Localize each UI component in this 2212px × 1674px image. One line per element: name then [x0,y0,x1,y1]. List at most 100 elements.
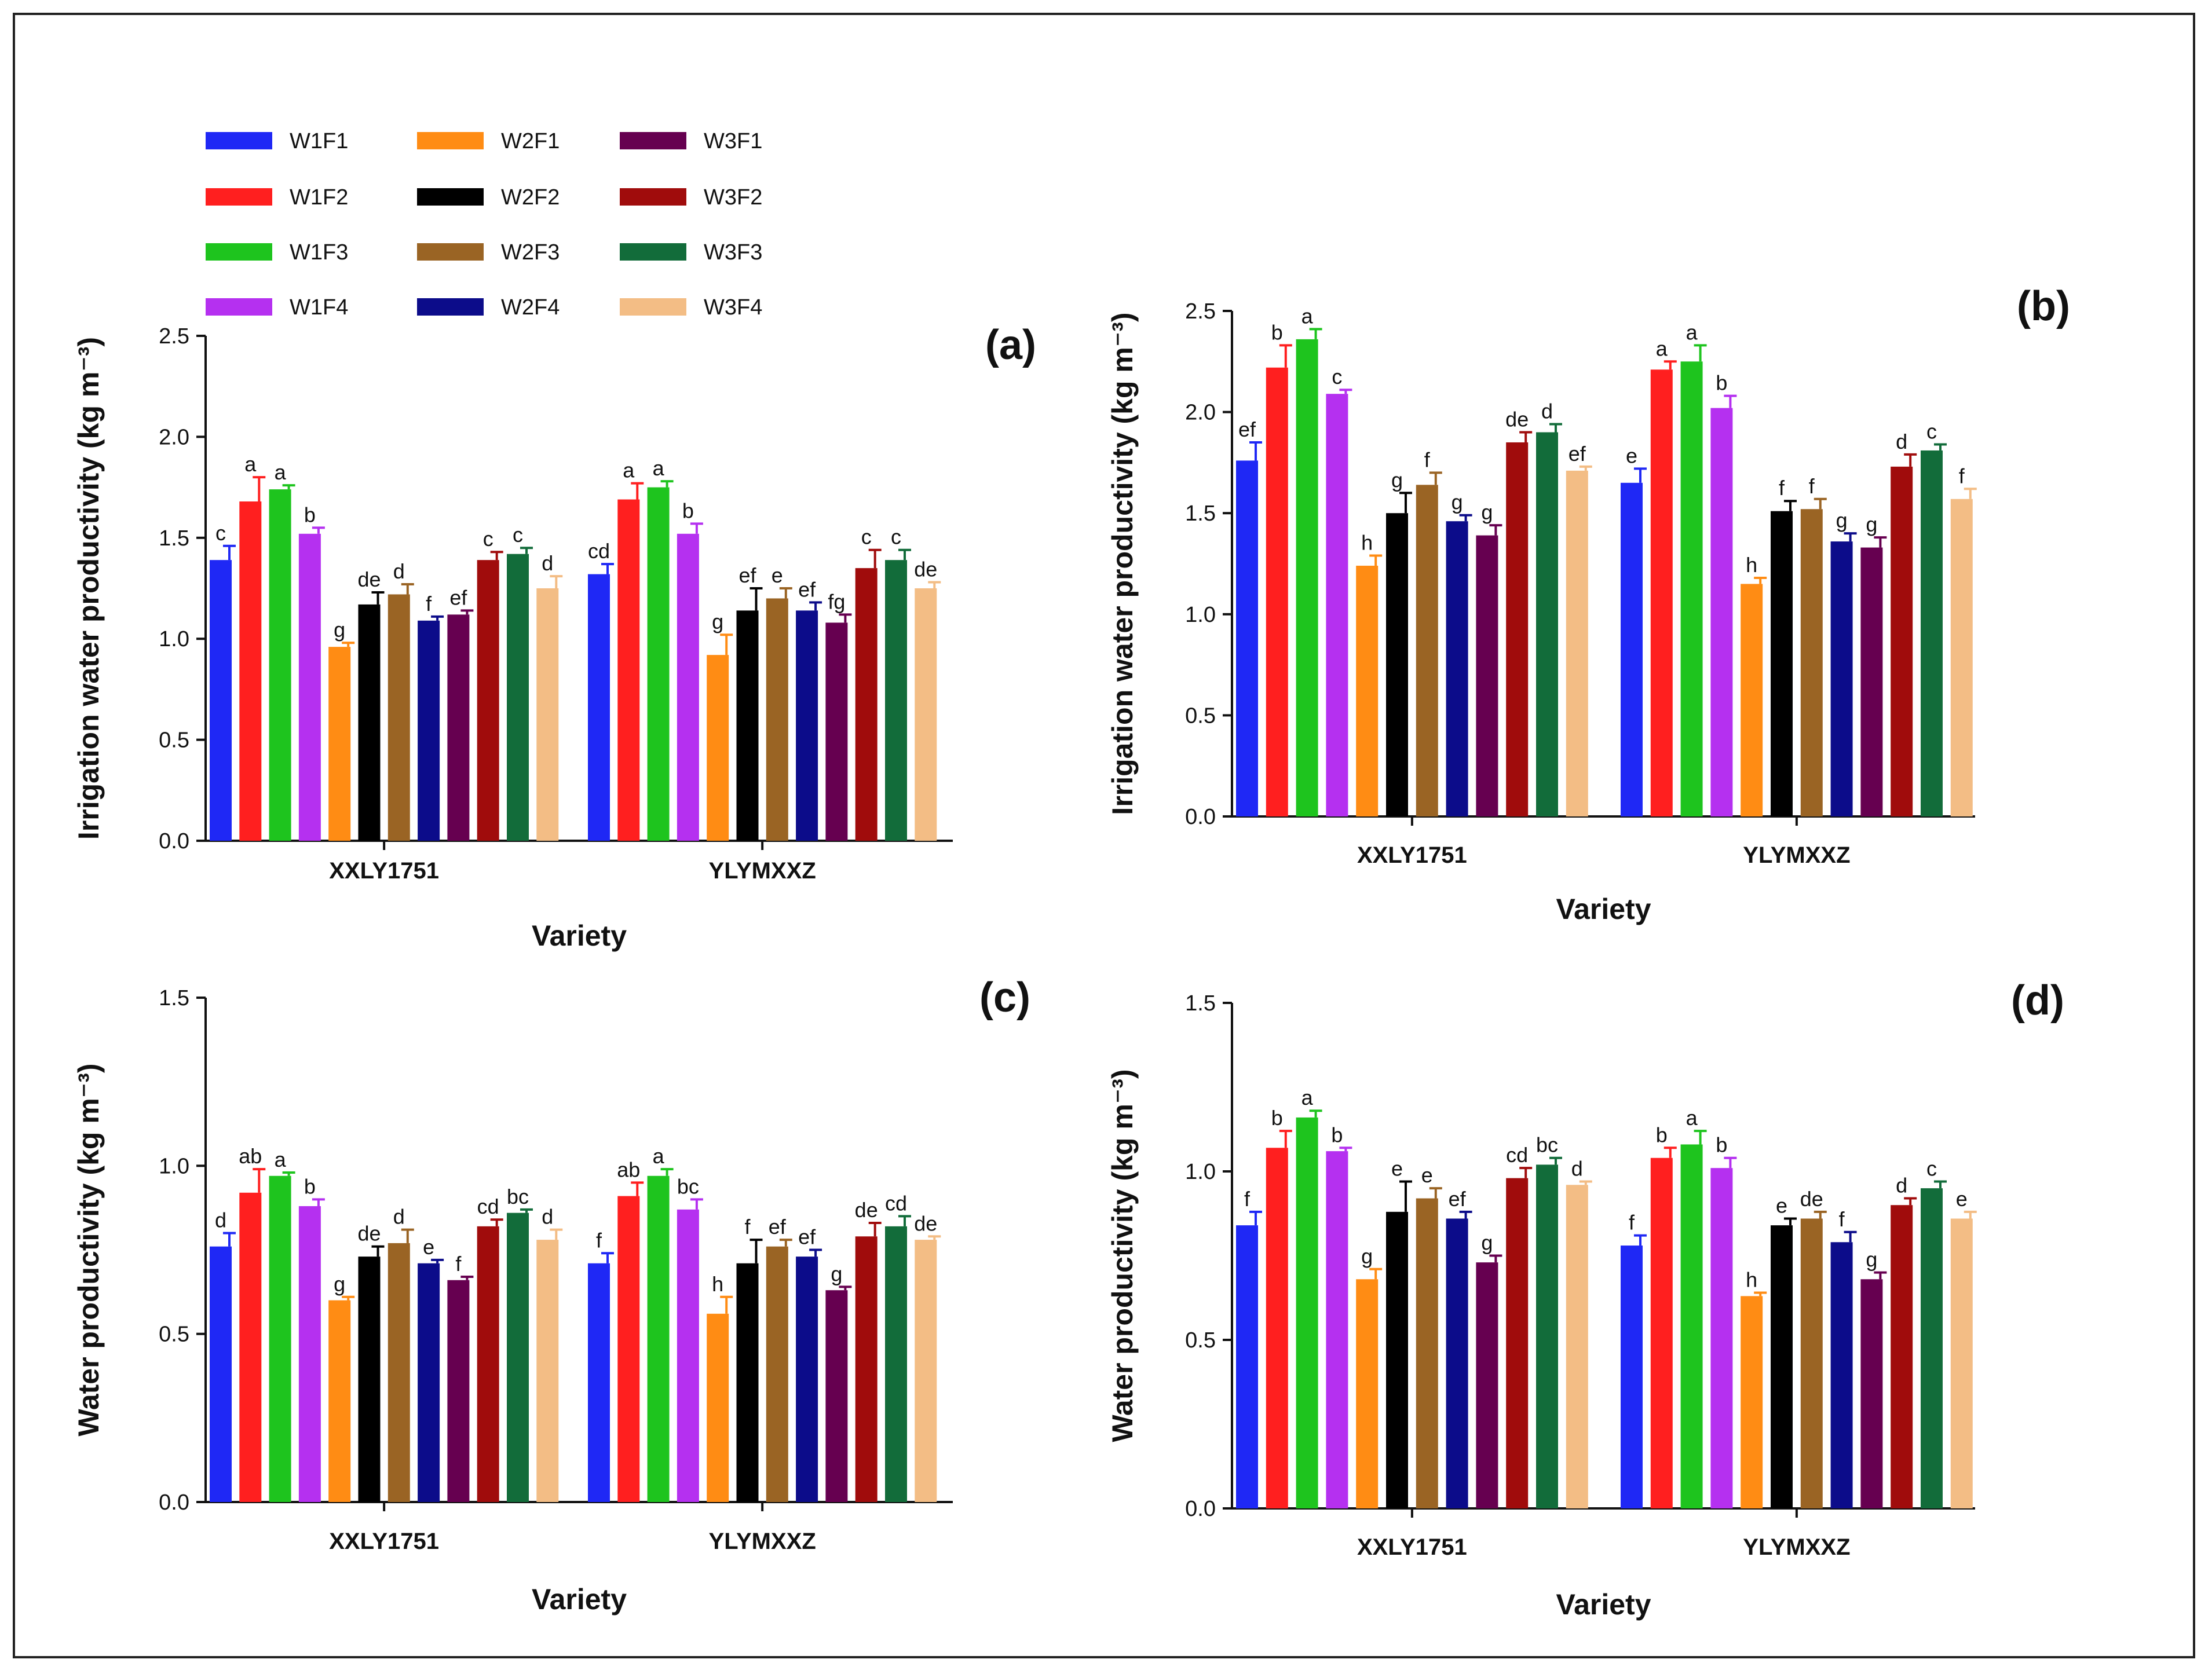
bar [507,554,529,841]
significance-letter: ef [1568,442,1586,466]
significance-letter: ef [738,563,756,587]
bar [588,1263,610,1502]
bar [885,560,907,841]
bar [1621,1246,1643,1508]
significance-letter: f [455,1252,462,1276]
bar [1566,1185,1588,1508]
bar [1236,460,1258,816]
bar [766,598,788,841]
bar [677,1209,699,1502]
significance-letter: d [215,1208,226,1232]
legend-label: W2F2 [501,185,560,210]
significance-letter: a [1686,1106,1698,1130]
significance-letter: e [1391,1156,1403,1180]
bar [1800,1218,1823,1508]
bar [1830,1242,1853,1508]
significance-letter: ab [239,1144,262,1168]
significance-letter: e [1956,1187,1968,1211]
legend-swatch [620,132,686,149]
legend-item: W2F2 [417,185,560,210]
significance-letter: a [653,1144,665,1168]
bar [766,1246,788,1502]
legend-label: W2F3 [501,240,560,265]
significance-letter: f [1839,1207,1845,1231]
legend-item: W1F3 [206,240,348,265]
significance-letter: ef [798,577,816,601]
legend-item: W2F3 [417,240,560,265]
significance-letter: b [1716,371,1727,395]
bar [647,1175,670,1502]
legend-swatch [206,188,272,206]
legend-swatch [417,243,484,261]
significance-letter: cd [885,1191,907,1215]
panel-label: (c) [979,975,1030,1021]
bar [328,647,351,841]
bar [1416,1198,1438,1508]
legend-swatch [417,132,484,149]
bar [387,1243,410,1502]
y-tick-label: 0.0 [1185,805,1216,829]
bar [1860,547,1883,816]
bar [1921,1188,1943,1508]
significance-letter: b [1656,1123,1668,1146]
legend-label: W3F1 [704,129,762,153]
bar [269,1175,291,1502]
bar [1710,408,1733,816]
bar [1416,485,1438,816]
bar [269,489,291,841]
significance-letter: bc [1536,1133,1558,1157]
significance-letter: e [772,563,783,587]
bar [1506,1178,1529,1508]
significance-letter: g [1481,500,1493,524]
y-axis-label: Water productivity (kg m⁻³) [1106,1069,1139,1442]
significance-letter: f [1244,1187,1251,1211]
significance-letter: d [1541,400,1553,423]
legend-swatch [417,298,484,316]
significance-letter: c [1332,365,1342,389]
significance-letter: cd [588,539,610,563]
chart-panels: 0.0 0.5 1.0 1.5 2.0 2.5 Irrigation water produ… [72,283,2070,1621]
y-tick-label: 2.5 [1185,299,1216,324]
bar [647,487,670,841]
significance-letter: de [914,558,937,581]
significance-letter: b [1271,1106,1283,1130]
significance-letter: g [334,1272,345,1296]
y-tick-label: 0.0 [1185,1497,1216,1521]
bar [1386,513,1408,816]
bar [855,1236,878,1502]
y-tick-label: 1.5 [159,526,189,551]
bar [707,1313,729,1502]
significance-letter: h [1746,553,1757,577]
bar [418,620,440,841]
x-category-label: XXLY1751 [1357,1534,1467,1560]
bar [1860,1279,1883,1508]
significance-letter: d [1571,1156,1583,1180]
x-category-label: XXLY1751 [1357,843,1467,868]
y-tick-label: 2.5 [159,324,189,349]
legend-swatch [417,188,484,206]
significance-letter: d [542,1205,553,1229]
bar [358,604,381,841]
bar [477,560,499,841]
x-category-label: XXLY1751 [329,1529,439,1554]
significance-letter: ef [1449,1187,1467,1211]
x-axis-label: Variety [1556,1588,1651,1621]
significance-letter: bc [507,1185,529,1208]
x-axis-label: Variety [532,1583,627,1616]
bar [1476,535,1498,816]
significance-letter: a [1301,1086,1314,1109]
significance-letter: c [215,521,226,545]
significance-letter: f [596,1228,602,1252]
significance-letter: g [831,1262,842,1285]
significance-letter: f [426,592,432,616]
x-category-label: XXLY1751 [329,858,439,884]
x-category-label: YLYMXXZ [1743,1534,1850,1560]
bar [418,1263,440,1502]
significance-letter: b [1331,1123,1343,1146]
legend-label: W1F3 [290,240,348,265]
